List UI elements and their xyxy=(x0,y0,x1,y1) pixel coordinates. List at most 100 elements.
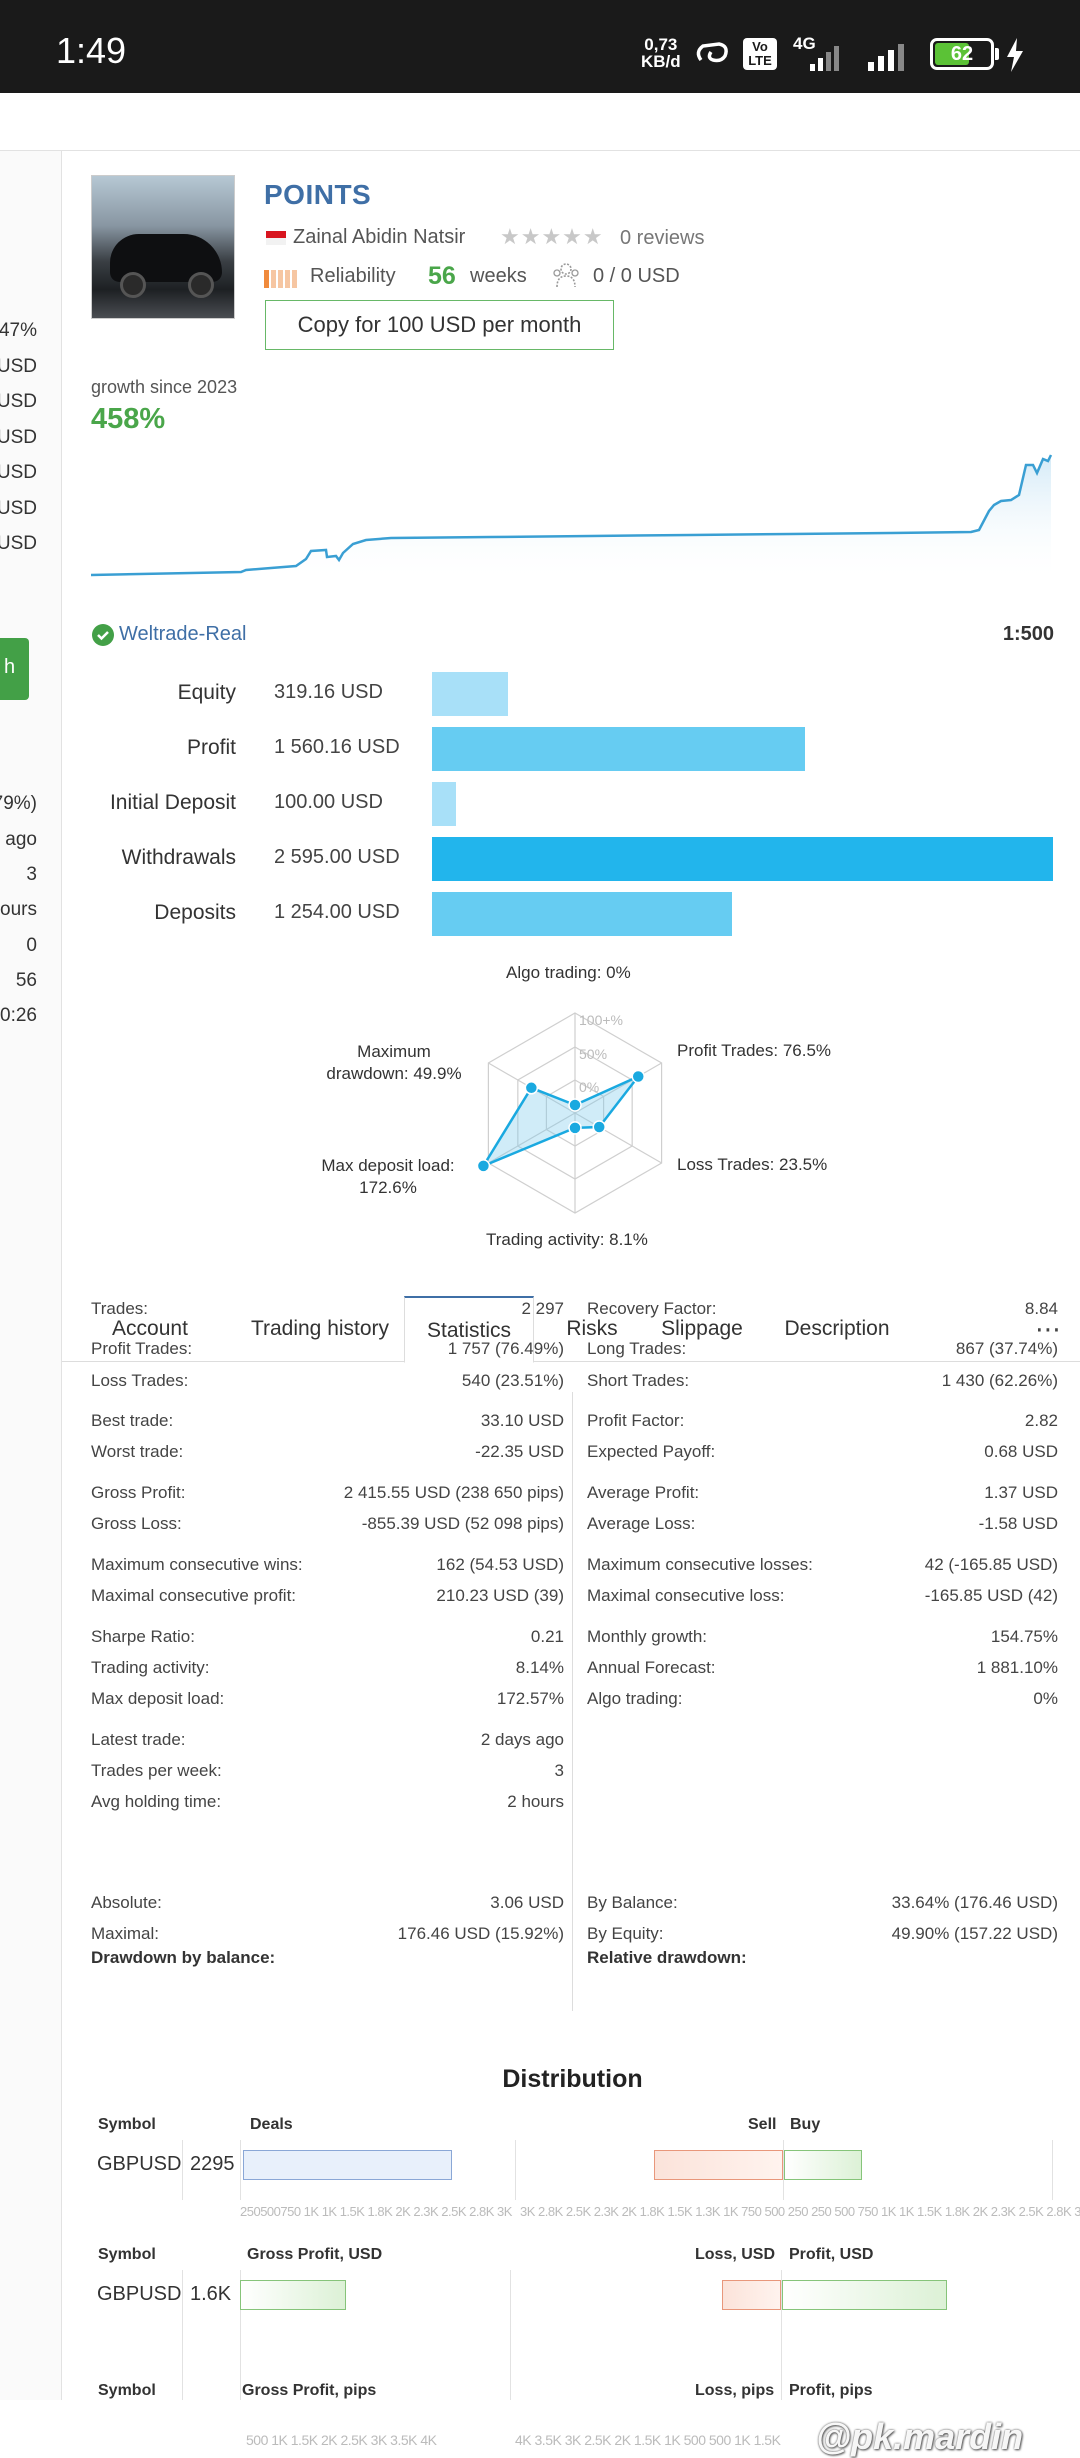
charging-icon xyxy=(1007,38,1023,72)
drawdown-label: Maximal: xyxy=(91,1924,160,1943)
stat-label: Short Trades: xyxy=(587,1371,690,1390)
stat-label: Profit Trades: xyxy=(91,1339,193,1358)
left-panel-value: ago xyxy=(5,829,37,850)
reviews-link[interactable]: 0 reviews xyxy=(620,227,705,249)
watermark: @pk.mardin xyxy=(816,2416,1024,2457)
radar-label-loss-trades: Loss Trades: 23.5% xyxy=(677,1155,828,1174)
stat-value: -22.35 USD xyxy=(475,1442,564,1461)
relative-drawdown-title: Relative drawdown: xyxy=(587,1948,747,1967)
dist-axis-loss-profit: 4K 3.5K 3K 2.5K 2K 1.5K 1K 500 500 1K 1.… xyxy=(515,2432,781,2448)
stat-row: Trades: 2 297 xyxy=(91,1299,564,1321)
stat-value: -855.39 USD (52 098 pips) xyxy=(361,1514,564,1533)
balance-bar-row: Withdrawals 2 595.00 USD xyxy=(0,834,1080,882)
stat-row: Sharpe Ratio: 0.21 xyxy=(91,1627,564,1649)
volte-icon: Vo LTE xyxy=(743,38,777,70)
stat-row: Algo trading: 0% xyxy=(587,1689,1058,1711)
radar-label-max-drawdown-line2: drawdown: 49.9% xyxy=(326,1064,462,1083)
stat-value: 3 xyxy=(554,1761,564,1780)
balance-bar-value: 1 560.16 USD xyxy=(274,736,400,758)
growth-chart xyxy=(91,454,1053,583)
tab-statistics[interactable]: Statistics xyxy=(404,1296,534,1363)
network-speed: 0,73 KB/d xyxy=(641,36,681,70)
stat-label: Annual Forecast: xyxy=(587,1658,716,1677)
growth-value: 458% xyxy=(91,403,166,435)
sell-bar xyxy=(654,2150,783,2180)
radar-axis-line xyxy=(488,1112,576,1164)
balance-bar-row: Equity 319.16 USD xyxy=(0,669,1080,717)
status-bar: 1:49 0,73 KB/d Vo LTE 4G 62 xyxy=(0,0,1080,93)
radar-ring-label: 0% xyxy=(579,1079,599,1095)
more-tabs-icon[interactable]: ⋯ xyxy=(1035,1314,1062,1344)
stat-value: 867 (37.74%) xyxy=(955,1339,1058,1358)
balance-bar-value: 319.16 USD xyxy=(274,681,383,703)
tab-bar: Account Trading history Statistics Risks… xyxy=(62,1296,1080,1363)
balance-bar-fill xyxy=(432,782,456,826)
rating-stars-icon: ★★★★★ xyxy=(500,224,604,249)
tab-trading-history[interactable]: Trading history xyxy=(250,1317,390,1340)
tab-risks[interactable]: Risks xyxy=(566,1317,618,1340)
stat-row: Latest trade: 2 days ago xyxy=(91,1730,564,1752)
balance-bar-label: Deposits xyxy=(154,901,236,924)
gross-profit-usd-bar xyxy=(240,2280,346,2310)
radar-point xyxy=(524,1081,539,1095)
tab-description[interactable]: Description xyxy=(784,1317,890,1340)
left-panel-button[interactable]: h xyxy=(0,638,29,700)
tab-account[interactable]: Account xyxy=(112,1317,188,1340)
dist-axis-sell-buy: 3K 2.8K 2.5K 2.3K 2K 1.8K 1.5K 1.3K 1K 7… xyxy=(520,2204,1080,2219)
stat-label: Trading activity: xyxy=(91,1658,210,1677)
dist-profit-pips-header: Profit, pips xyxy=(789,2382,873,2399)
drawdown-row: Maximal: 176.46 USD (15.92%) xyxy=(91,1924,564,1946)
stat-label: Long Trades: xyxy=(587,1339,687,1358)
stat-row: Maximal consecutive profit: 210.23 USD (3… xyxy=(91,1586,564,1608)
dist-loss-pips-header: Loss, pips xyxy=(695,2382,775,2399)
balance-bar-row: Initial Deposit 100.00 USD xyxy=(0,779,1080,827)
signal-title[interactable]: POINTS xyxy=(264,179,372,210)
broker-link[interactable]: Weltrade-Real xyxy=(119,623,247,645)
dist-axis-gross-profit: 500 1K 1.5K 2K 2.5K 3K 3.5K 4K xyxy=(246,2432,437,2448)
balance-bar-row: Deposits 1 254.00 USD xyxy=(0,889,1080,937)
stat-value: 33.10 USD xyxy=(480,1411,564,1430)
stat-label: Latest trade: xyxy=(91,1730,186,1749)
stat-value: 8.14% xyxy=(515,1658,564,1677)
stat-label: Gross Profit: xyxy=(91,1483,186,1502)
network-speed-unit: KB/d xyxy=(641,52,681,71)
stat-label: Best trade: xyxy=(91,1411,174,1430)
radar-label-max-drawdown: Maximum drawdown: 49.9% xyxy=(314,1041,474,1085)
tab-slippage[interactable]: Slippage xyxy=(661,1317,743,1340)
battery-level: 62 xyxy=(950,43,974,65)
balance-bar-fill xyxy=(432,727,805,771)
stat-label: Trades: xyxy=(91,1299,149,1318)
balance-bar-value: 2 595.00 USD xyxy=(274,846,400,868)
stat-row: Short Trades: 1 430 (62.26%) xyxy=(587,1371,1058,1393)
stat-row: Maximum consecutive wins: 162 (54.53 USD) xyxy=(91,1555,564,1577)
stat-value: 162 (54.53 USD) xyxy=(436,1555,564,1574)
stat-value: 1 881.10% xyxy=(976,1658,1058,1677)
signal-avatar[interactable] xyxy=(91,175,235,319)
dist-symbol-header: Symbol xyxy=(98,2116,156,2133)
stat-row: Monthly growth: 154.75% xyxy=(587,1627,1058,1649)
left-panel-value: 79%) xyxy=(0,793,37,814)
left-panel-value: 56 xyxy=(15,970,37,991)
stat-row: Trades per week: 3 xyxy=(91,1761,564,1783)
balance-bar-fill xyxy=(432,672,508,716)
leverage-value: 1:500 xyxy=(1002,623,1054,645)
balance-bar-fill xyxy=(432,837,1053,881)
dist-axis-deals: 250500750 1K 1K 1.5K 1.8K 2K 2.3K 2.5K 2… xyxy=(240,2204,512,2219)
copy-signal-button[interactable]: Copy for 100 USD per month xyxy=(265,300,614,350)
stat-row: Maximal consecutive loss: -165.85 USD (42… xyxy=(587,1586,1058,1608)
status-time: 1:49 xyxy=(56,30,127,71)
radar-point xyxy=(476,1159,491,1173)
stat-value: 0% xyxy=(1033,1689,1058,1708)
dist-gross-profit-usd-header: Gross Profit, USD xyxy=(247,2246,383,2263)
network-speed-value: 0,73 xyxy=(644,35,678,54)
left-panel-value: USD xyxy=(0,427,37,448)
balance-bar-label: Profit xyxy=(186,736,236,759)
stat-value: 0.68 USD xyxy=(984,1442,1058,1461)
buy-bar xyxy=(784,2150,862,2180)
drawdown-label: By Equity: xyxy=(587,1924,664,1943)
stat-value: 8.84 xyxy=(1024,1299,1058,1318)
drawdown-value: 33.64% (176.46 USD) xyxy=(891,1893,1058,1912)
author-name[interactable]: Zainal Abidin Natsir xyxy=(293,226,466,248)
stat-label: Sharpe Ratio: xyxy=(91,1627,195,1646)
stat-value: 42 (-165.85 USD) xyxy=(924,1555,1058,1574)
